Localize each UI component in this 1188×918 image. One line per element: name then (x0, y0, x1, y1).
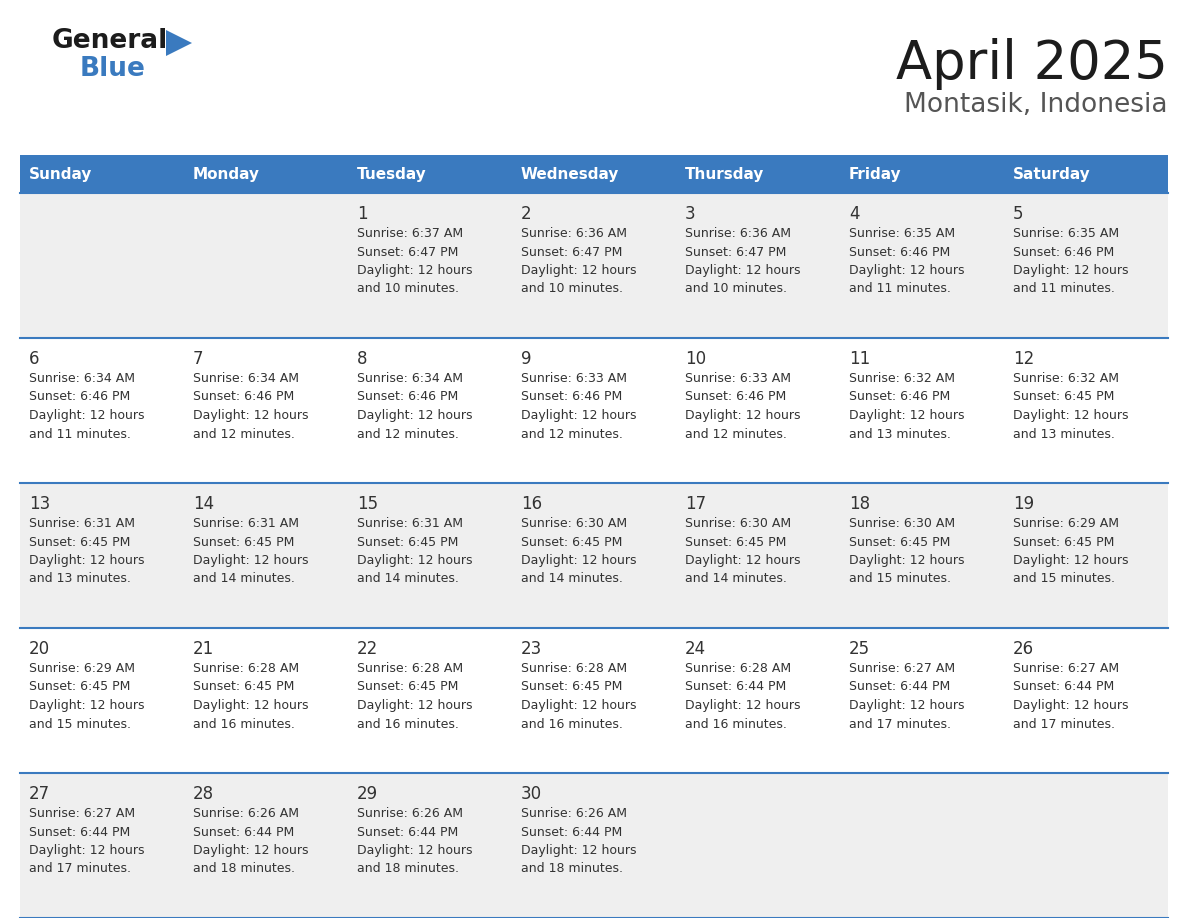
Text: Sunrise: 6:30 AM
Sunset: 6:45 PM
Daylight: 12 hours
and 14 minutes.: Sunrise: 6:30 AM Sunset: 6:45 PM Dayligh… (522, 517, 637, 586)
Text: Sunrise: 6:35 AM
Sunset: 6:46 PM
Daylight: 12 hours
and 11 minutes.: Sunrise: 6:35 AM Sunset: 6:46 PM Dayligh… (1013, 227, 1129, 296)
Text: Sunrise: 6:37 AM
Sunset: 6:47 PM
Daylight: 12 hours
and 10 minutes.: Sunrise: 6:37 AM Sunset: 6:47 PM Dayligh… (358, 227, 473, 296)
Text: 8: 8 (358, 350, 367, 368)
Text: Sunrise: 6:33 AM
Sunset: 6:46 PM
Daylight: 12 hours
and 12 minutes.: Sunrise: 6:33 AM Sunset: 6:46 PM Dayligh… (522, 372, 637, 441)
Text: 29: 29 (358, 785, 378, 803)
Text: April 2025: April 2025 (896, 38, 1168, 90)
Text: Montasik, Indonesia: Montasik, Indonesia (904, 92, 1168, 118)
Text: Sunrise: 6:29 AM
Sunset: 6:45 PM
Daylight: 12 hours
and 15 minutes.: Sunrise: 6:29 AM Sunset: 6:45 PM Dayligh… (29, 662, 145, 731)
Bar (20, 483, 1168, 628)
Text: 23: 23 (522, 640, 542, 658)
Text: 19: 19 (1013, 495, 1034, 513)
Text: Sunrise: 6:32 AM
Sunset: 6:46 PM
Daylight: 12 hours
and 13 minutes.: Sunrise: 6:32 AM Sunset: 6:46 PM Dayligh… (849, 372, 965, 441)
Text: Sunrise: 6:26 AM
Sunset: 6:44 PM
Daylight: 12 hours
and 18 minutes.: Sunrise: 6:26 AM Sunset: 6:44 PM Dayligh… (192, 807, 309, 876)
Text: 3: 3 (685, 205, 696, 223)
Text: Sunrise: 6:30 AM
Sunset: 6:45 PM
Daylight: 12 hours
and 14 minutes.: Sunrise: 6:30 AM Sunset: 6:45 PM Dayligh… (685, 517, 801, 586)
Text: 6: 6 (29, 350, 39, 368)
Text: Sunrise: 6:27 AM
Sunset: 6:44 PM
Daylight: 12 hours
and 17 minutes.: Sunrise: 6:27 AM Sunset: 6:44 PM Dayligh… (29, 807, 145, 876)
Text: Sunrise: 6:28 AM
Sunset: 6:45 PM
Daylight: 12 hours
and 16 minutes.: Sunrise: 6:28 AM Sunset: 6:45 PM Dayligh… (192, 662, 309, 731)
Text: 15: 15 (358, 495, 378, 513)
Text: 27: 27 (29, 785, 50, 803)
Bar (20, 338, 1168, 483)
Bar (348, 155, 512, 193)
Bar (512, 155, 676, 193)
Text: 25: 25 (849, 640, 870, 658)
Text: 7: 7 (192, 350, 203, 368)
Text: 26: 26 (1013, 640, 1034, 658)
Text: 18: 18 (849, 495, 870, 513)
Text: Monday: Monday (192, 166, 260, 182)
Text: Sunrise: 6:34 AM
Sunset: 6:46 PM
Daylight: 12 hours
and 12 minutes.: Sunrise: 6:34 AM Sunset: 6:46 PM Dayligh… (358, 372, 473, 441)
Text: Sunrise: 6:34 AM
Sunset: 6:46 PM
Daylight: 12 hours
and 11 minutes.: Sunrise: 6:34 AM Sunset: 6:46 PM Dayligh… (29, 372, 145, 441)
Text: Sunrise: 6:27 AM
Sunset: 6:44 PM
Daylight: 12 hours
and 17 minutes.: Sunrise: 6:27 AM Sunset: 6:44 PM Dayligh… (1013, 662, 1129, 731)
Text: 24: 24 (685, 640, 706, 658)
Text: Sunrise: 6:30 AM
Sunset: 6:45 PM
Daylight: 12 hours
and 15 minutes.: Sunrise: 6:30 AM Sunset: 6:45 PM Dayligh… (849, 517, 965, 586)
Text: 1: 1 (358, 205, 367, 223)
Bar (184, 155, 348, 193)
Text: Sunrise: 6:31 AM
Sunset: 6:45 PM
Daylight: 12 hours
and 14 minutes.: Sunrise: 6:31 AM Sunset: 6:45 PM Dayligh… (358, 517, 473, 586)
Text: Sunrise: 6:36 AM
Sunset: 6:47 PM
Daylight: 12 hours
and 10 minutes.: Sunrise: 6:36 AM Sunset: 6:47 PM Dayligh… (685, 227, 801, 296)
Bar (20, 773, 1168, 918)
Text: Sunrise: 6:32 AM
Sunset: 6:45 PM
Daylight: 12 hours
and 13 minutes.: Sunrise: 6:32 AM Sunset: 6:45 PM Dayligh… (1013, 372, 1129, 441)
Text: 10: 10 (685, 350, 706, 368)
Text: 21: 21 (192, 640, 214, 658)
Text: Sunrise: 6:35 AM
Sunset: 6:46 PM
Daylight: 12 hours
and 11 minutes.: Sunrise: 6:35 AM Sunset: 6:46 PM Dayligh… (849, 227, 965, 296)
Text: Sunrise: 6:28 AM
Sunset: 6:45 PM
Daylight: 12 hours
and 16 minutes.: Sunrise: 6:28 AM Sunset: 6:45 PM Dayligh… (358, 662, 473, 731)
Text: 12: 12 (1013, 350, 1035, 368)
Text: Sunrise: 6:29 AM
Sunset: 6:45 PM
Daylight: 12 hours
and 15 minutes.: Sunrise: 6:29 AM Sunset: 6:45 PM Dayligh… (1013, 517, 1129, 586)
Text: 14: 14 (192, 495, 214, 513)
Text: 16: 16 (522, 495, 542, 513)
Text: Sunrise: 6:31 AM
Sunset: 6:45 PM
Daylight: 12 hours
and 14 minutes.: Sunrise: 6:31 AM Sunset: 6:45 PM Dayligh… (192, 517, 309, 586)
Bar (20, 628, 1168, 773)
Text: Sunrise: 6:26 AM
Sunset: 6:44 PM
Daylight: 12 hours
and 18 minutes.: Sunrise: 6:26 AM Sunset: 6:44 PM Dayligh… (358, 807, 473, 876)
Text: Blue: Blue (80, 56, 146, 82)
Polygon shape (166, 30, 192, 56)
Text: Sunrise: 6:31 AM
Sunset: 6:45 PM
Daylight: 12 hours
and 13 minutes.: Sunrise: 6:31 AM Sunset: 6:45 PM Dayligh… (29, 517, 145, 586)
Text: Wednesday: Wednesday (522, 166, 619, 182)
Text: 30: 30 (522, 785, 542, 803)
Text: Tuesday: Tuesday (358, 166, 426, 182)
Text: 5: 5 (1013, 205, 1024, 223)
Text: 2: 2 (522, 205, 531, 223)
Bar (840, 155, 1004, 193)
Text: 17: 17 (685, 495, 706, 513)
Text: Sunrise: 6:27 AM
Sunset: 6:44 PM
Daylight: 12 hours
and 17 minutes.: Sunrise: 6:27 AM Sunset: 6:44 PM Dayligh… (849, 662, 965, 731)
Text: 22: 22 (358, 640, 378, 658)
Text: Sunrise: 6:33 AM
Sunset: 6:46 PM
Daylight: 12 hours
and 12 minutes.: Sunrise: 6:33 AM Sunset: 6:46 PM Dayligh… (685, 372, 801, 441)
Bar (1004, 155, 1168, 193)
Bar (20, 193, 1168, 338)
Text: Thursday: Thursday (685, 166, 764, 182)
Text: Sunrise: 6:34 AM
Sunset: 6:46 PM
Daylight: 12 hours
and 12 minutes.: Sunrise: 6:34 AM Sunset: 6:46 PM Dayligh… (192, 372, 309, 441)
Text: 11: 11 (849, 350, 871, 368)
Text: General: General (52, 28, 169, 54)
Text: 9: 9 (522, 350, 531, 368)
Bar (20, 155, 184, 193)
Text: 13: 13 (29, 495, 50, 513)
Text: Sunrise: 6:28 AM
Sunset: 6:45 PM
Daylight: 12 hours
and 16 minutes.: Sunrise: 6:28 AM Sunset: 6:45 PM Dayligh… (522, 662, 637, 731)
Text: Sunrise: 6:28 AM
Sunset: 6:44 PM
Daylight: 12 hours
and 16 minutes.: Sunrise: 6:28 AM Sunset: 6:44 PM Dayligh… (685, 662, 801, 731)
Text: Sunrise: 6:36 AM
Sunset: 6:47 PM
Daylight: 12 hours
and 10 minutes.: Sunrise: 6:36 AM Sunset: 6:47 PM Dayligh… (522, 227, 637, 296)
Text: 4: 4 (849, 205, 859, 223)
Text: Friday: Friday (849, 166, 902, 182)
Text: 28: 28 (192, 785, 214, 803)
Text: 20: 20 (29, 640, 50, 658)
Text: Sunday: Sunday (29, 166, 93, 182)
Bar (676, 155, 840, 193)
Text: Saturday: Saturday (1013, 166, 1091, 182)
Text: Sunrise: 6:26 AM
Sunset: 6:44 PM
Daylight: 12 hours
and 18 minutes.: Sunrise: 6:26 AM Sunset: 6:44 PM Dayligh… (522, 807, 637, 876)
